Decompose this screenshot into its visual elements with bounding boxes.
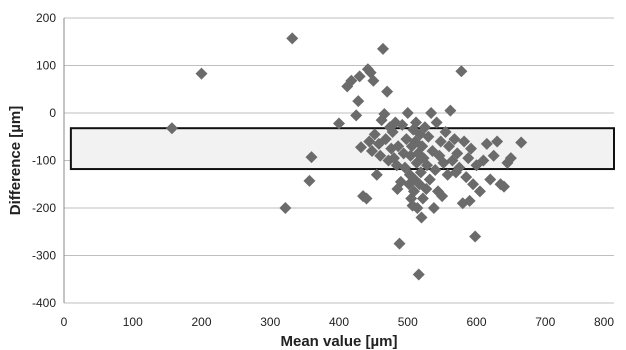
data-point: [422, 130, 435, 143]
x-tick-label: 100: [123, 315, 143, 329]
data-point: [407, 185, 420, 198]
data-point: [360, 192, 373, 205]
data-point: [429, 164, 442, 176]
data-point: [460, 171, 473, 184]
y-tick-labels: 200 100 0 -100 -200 -300 -400: [32, 11, 56, 310]
data-point: [420, 183, 433, 195]
data-point: [487, 149, 500, 162]
data-point: [410, 116, 422, 129]
data-point: [421, 159, 433, 172]
data-point: [370, 168, 383, 181]
data-point: [480, 137, 493, 150]
x-axis-title: Mean value [µm]: [280, 333, 397, 350]
data-point: [378, 107, 391, 120]
y-tick-label: -100: [32, 154, 56, 168]
data-point: [465, 142, 477, 155]
limits-of-agreement-band: [69, 127, 615, 171]
data-point: [439, 126, 452, 138]
data-point: [350, 109, 363, 122]
data-point: [423, 173, 436, 186]
data-point: [444, 104, 457, 117]
data-point: [355, 141, 367, 154]
y-tick-label: 0: [49, 106, 56, 120]
y-tick-label: 100: [36, 59, 56, 73]
data-point: [418, 121, 431, 134]
x-tick-labels: 0 100 200 300 400 500 600 700 800: [61, 315, 615, 329]
x-tick-label: 600: [466, 315, 486, 329]
data-point: [165, 122, 178, 135]
data-point: [477, 154, 490, 167]
data-point: [436, 190, 449, 203]
data-point: [393, 237, 406, 250]
data-point: [455, 65, 468, 78]
data-point: [448, 133, 461, 146]
data-point: [467, 178, 480, 191]
x-tick-label: 700: [535, 315, 555, 329]
x-tick-label: 800: [594, 315, 614, 329]
y-tick-label: -400: [32, 296, 56, 310]
data-point: [434, 135, 447, 148]
data-point: [453, 161, 466, 174]
x-tick-label: 400: [329, 315, 349, 329]
data-point: [367, 74, 380, 87]
y-tick-label: -300: [32, 249, 56, 263]
data-point: [396, 118, 409, 131]
data-point: [451, 147, 464, 160]
data-point: [303, 174, 316, 187]
data-point: [437, 156, 450, 169]
data-point: [504, 152, 517, 165]
data-point: [381, 85, 394, 98]
data-point: [368, 128, 381, 141]
data-point: [379, 133, 392, 146]
data-point: [416, 140, 429, 153]
data-point: [443, 140, 455, 153]
data-point: [333, 117, 345, 130]
data-point: [491, 135, 504, 148]
x-tick-label: 300: [260, 315, 280, 329]
data-point: [411, 202, 424, 214]
data-point: [414, 166, 427, 179]
data-point: [401, 107, 414, 119]
data-point: [353, 70, 366, 83]
data-point: [377, 42, 389, 55]
data-point: [484, 173, 497, 186]
data-point: [195, 67, 208, 80]
data-point: [473, 185, 486, 198]
data-point: [515, 136, 528, 149]
x-tick-label: 0: [61, 315, 68, 329]
data-point: [416, 192, 429, 205]
data-point: [412, 268, 425, 281]
data-points: [165, 32, 528, 281]
data-point: [286, 32, 299, 45]
x-tick-label: 500: [398, 315, 418, 329]
y-axis-title: Difference [µm]: [7, 106, 24, 216]
data-point: [352, 95, 365, 108]
data-point: [425, 107, 438, 119]
data-point: [427, 202, 440, 214]
data-point: [462, 152, 475, 165]
data-point: [400, 133, 413, 146]
y-tick-label: -200: [32, 201, 56, 215]
data-point: [392, 140, 405, 153]
data-point: [415, 211, 428, 224]
y-tick-label: 200: [36, 11, 56, 25]
data-point: [363, 135, 376, 148]
data-point: [430, 116, 443, 129]
data-point: [345, 74, 358, 87]
data-point: [305, 151, 318, 164]
data-point: [498, 180, 510, 193]
data-point: [374, 149, 387, 162]
data-point: [386, 126, 399, 138]
data-point: [279, 202, 292, 214]
data-point: [366, 145, 378, 157]
data-point: [458, 135, 471, 148]
data-point: [469, 230, 482, 243]
x-tick-label: 200: [191, 315, 211, 329]
data-point: [463, 194, 476, 207]
